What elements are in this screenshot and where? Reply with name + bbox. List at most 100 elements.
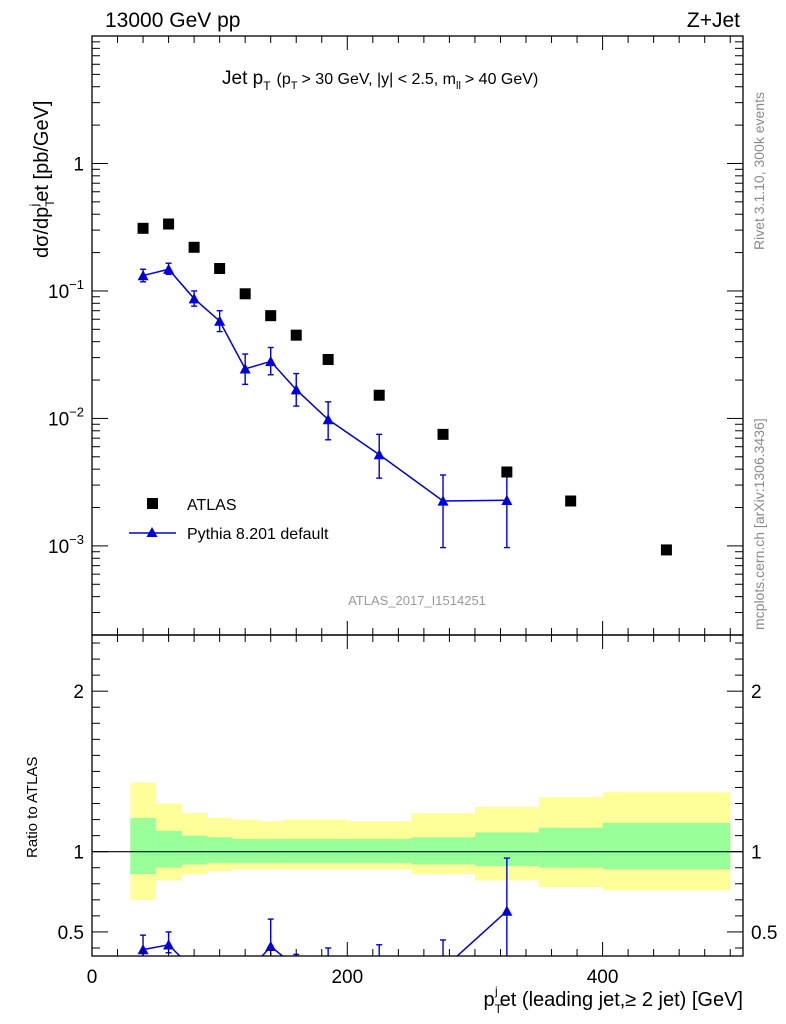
y-tick-label-main-exp-3: −3 [69,532,84,547]
band-inner-9 [411,837,475,865]
main-panel-frame [91,35,744,636]
y-tick-label-main-1: 10−1 [48,277,84,303]
data-point-8 [373,389,385,401]
band-inner-6 [283,838,309,863]
y-tick-label-main-base-2: 10 [48,409,69,430]
data-point-9 [437,428,449,440]
xlabel-b: et (leading jet,≥ 2 jet) [GeV] [500,989,743,1011]
data-point-5 [265,310,277,322]
data-point-10 [501,466,513,478]
ratio-mc-point-5 [265,940,277,952]
y-tick-label-main-base-3: 10 [48,537,69,558]
mc-point-3 [214,315,226,326]
mc-point-8 [373,449,385,460]
ratio-mc-point-2 [189,965,200,975]
ratio-mc-point-8 [374,957,385,967]
y-axis-title-ratio: Ratio to ATLAS [24,757,41,858]
title-main: Jet p [222,68,263,89]
band-inner-3 [206,837,233,863]
band-inner-7 [309,838,348,863]
y-tick-label-main-exp-2: −2 [69,404,84,419]
mc-point-5 [265,355,277,367]
plot-title: Jet pT (pT > 30 GeV, |y| < 2.5, mll > 40 Ge… [222,68,538,93]
ratio-mc-point-6 [291,962,302,972]
ylabel-sub: T [43,199,57,207]
y-tick-label-main-exp-1: −1 [69,277,84,292]
y-tick-label-ratio-left-0: 0.5 [58,923,84,944]
y-tick-label-ratio-right-0: 0.5 [751,923,777,944]
y-tick-label-main-base-0: 1 [73,154,84,175]
ylabel-b: et [pb/GeV] [31,101,53,202]
ratio-mc-point-10 [501,905,513,916]
ratio-panel-frame [91,634,744,957]
axis-ticks [91,35,743,956]
y-tick-label-ratio-right-1: 1 [751,843,762,864]
mc-point-4 [239,363,251,374]
band-inner-4 [232,838,258,863]
mc-line [142,268,507,502]
band-inner-1 [155,830,182,868]
y-tick-label-main-2: 10−2 [48,404,84,430]
data-point-1 [163,218,175,230]
legend-data-label: ATLAS [187,497,237,514]
legend-data-marker [147,498,158,509]
band-inner-12 [602,822,731,870]
ylabel-a: dσ/dp [31,207,53,258]
main-mc-series [137,262,513,549]
legend-mc-label: Pythia 8.201 default [187,526,329,543]
data-point-11 [565,495,577,507]
ratio-mc-series [137,857,513,981]
xlabel-sub: T [495,1002,503,1016]
legend: ATLAS Pythia 8.201 default [129,497,329,543]
header-right: Z+Jet [687,9,740,32]
y-tick-label-ratio-left-1: 1 [73,843,84,864]
ratio-mc-point-3 [214,971,225,981]
title-detail-a: (p [277,71,291,88]
data-point-12 [660,544,672,556]
band-inner-8 [347,838,412,863]
ratio-mc-point-1 [163,939,175,950]
x-tick-label-200: 200 [331,967,363,988]
band-inner-5 [257,838,284,863]
ratio-mc-point-9 [438,963,449,973]
y-tick-label-ratio-left-2: 2 [73,682,84,703]
header-left: 13000 GeV pp [105,9,240,32]
main-data-series [137,218,672,556]
band-inner-2 [181,835,207,865]
x-axis-title: pTj et (leading jet,≥ 2 jet) [GeV] [484,984,743,1016]
x-tick-label-400: 400 [587,967,619,988]
legend-mc-marker [146,527,158,537]
ratio-mc-point-4 [240,970,251,980]
data-point-4 [239,288,251,300]
band-inner-0 [130,817,156,875]
xlabel-sup: j [494,984,498,998]
title-detail-b-sub: ll [456,80,461,92]
mc-point-10 [501,494,513,505]
x-tick-label-0: 0 [87,967,98,988]
y-axis-title-main: dσ/dpTj et [pb/GeV] [27,101,57,258]
data-point-3 [214,263,226,275]
data-point-2 [188,241,200,253]
data-point-7 [322,353,334,365]
mc-point-0 [137,270,149,281]
title-main-sub: T [263,79,271,93]
y-tick-label-main-3: 10−3 [48,532,84,558]
data-point-6 [290,329,302,341]
ratio-mc-line [142,910,508,956]
ylabel-sup: j [27,204,41,208]
title-detail-c: > 40 GeV) [465,71,538,88]
mc-point-7 [322,414,334,425]
rivet-version-label: Rivet 3.1.10, 300k events [751,92,767,250]
band-inner-11 [538,827,603,868]
y-tick-label-ratio-right-2: 2 [751,682,762,703]
data-point-0 [137,222,149,234]
title-detail-a-sub: T [291,80,298,92]
ratio-bands [130,782,731,900]
mc-point-1 [163,263,175,274]
y-tick-label-main-base-1: 10 [48,282,69,303]
mc-point-6 [290,384,302,395]
analysis-watermark: ATLAS_2017_I1514251 [348,593,486,608]
mcplots-label: mcplots.cern.ch [arXiv:1306.3436] [751,418,767,630]
